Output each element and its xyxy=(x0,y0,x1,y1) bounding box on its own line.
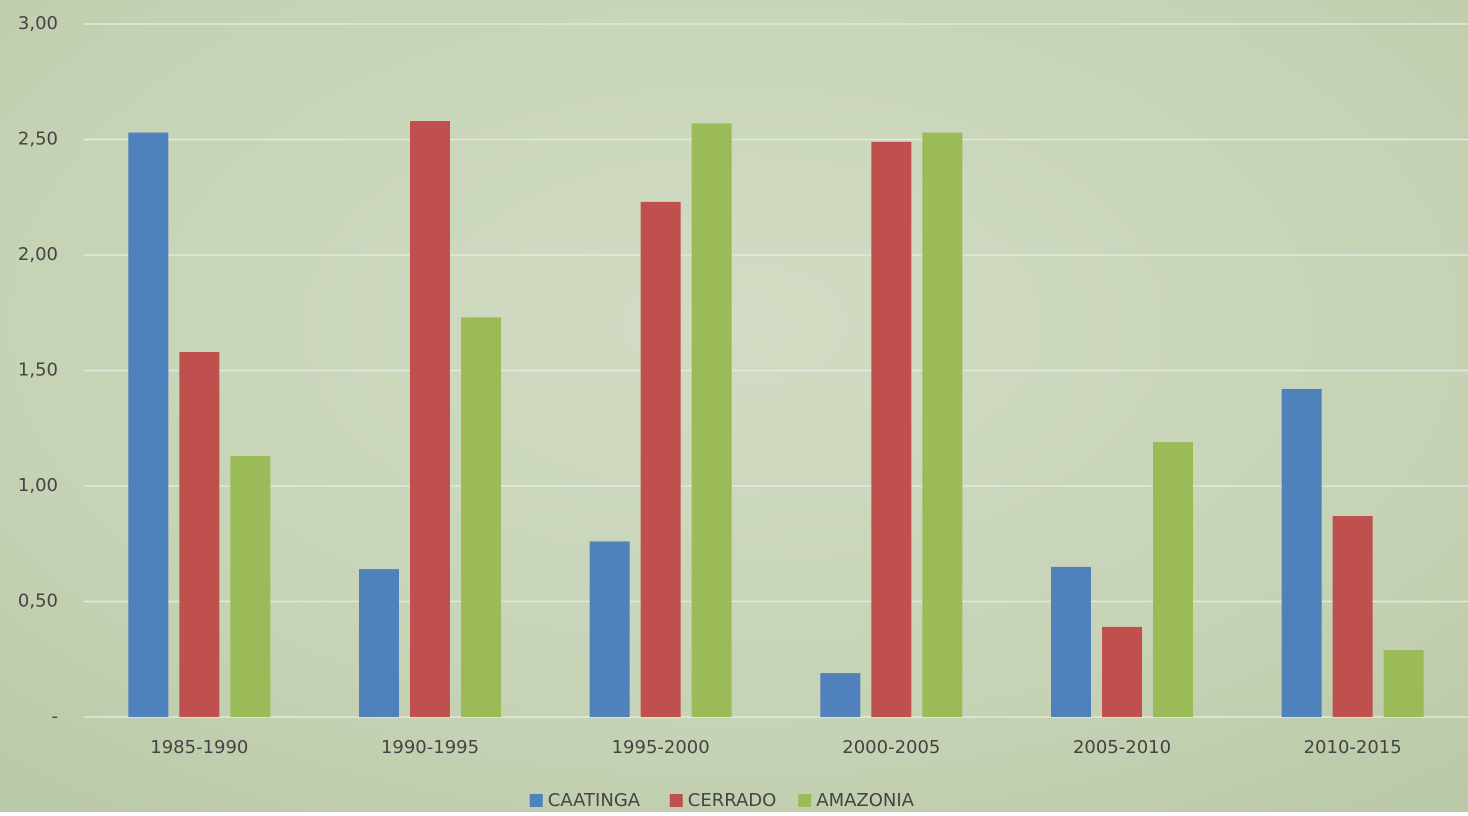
bar xyxy=(820,673,861,717)
bar xyxy=(410,121,450,717)
bar xyxy=(1332,516,1373,717)
y-tick-label: 1,50 xyxy=(18,360,58,381)
bar xyxy=(461,317,501,717)
legend-label: CERRADO xyxy=(688,790,777,811)
bar xyxy=(922,132,963,717)
bar xyxy=(589,541,630,717)
x-tick-label: 2005-2010 xyxy=(1073,737,1171,758)
y-tick-label: - xyxy=(52,706,59,727)
bar xyxy=(691,123,732,717)
x-tick-label: 1995-2000 xyxy=(612,737,710,758)
y-tick-label: 2,50 xyxy=(18,129,58,150)
bar xyxy=(871,141,912,717)
x-tick-label: 2010-2015 xyxy=(1304,737,1402,758)
bar xyxy=(359,569,399,717)
x-tick-label: 2000-2005 xyxy=(842,737,940,758)
bar xyxy=(640,201,681,717)
bar xyxy=(1281,388,1322,717)
bar xyxy=(179,352,220,717)
legend-swatch xyxy=(529,794,543,807)
legend-label: AMAZONIA xyxy=(816,790,914,811)
bar xyxy=(1102,626,1142,717)
legend-swatch xyxy=(669,794,683,807)
y-tick-label: 0,50 xyxy=(18,591,58,612)
x-tick-label: 1990-1995 xyxy=(381,737,479,758)
y-tick-label: 1,00 xyxy=(18,475,58,496)
y-tick-label: 2,00 xyxy=(18,244,58,265)
legend-label: CAATINGA xyxy=(548,790,641,811)
bar xyxy=(1051,566,1091,717)
bar xyxy=(230,455,271,717)
bar xyxy=(128,132,169,717)
bar xyxy=(1383,650,1424,717)
x-tick-label: 1985-1990 xyxy=(150,737,248,758)
bar xyxy=(1153,442,1193,717)
legend-swatch xyxy=(798,794,812,807)
y-tick-label: 3,00 xyxy=(18,13,58,34)
